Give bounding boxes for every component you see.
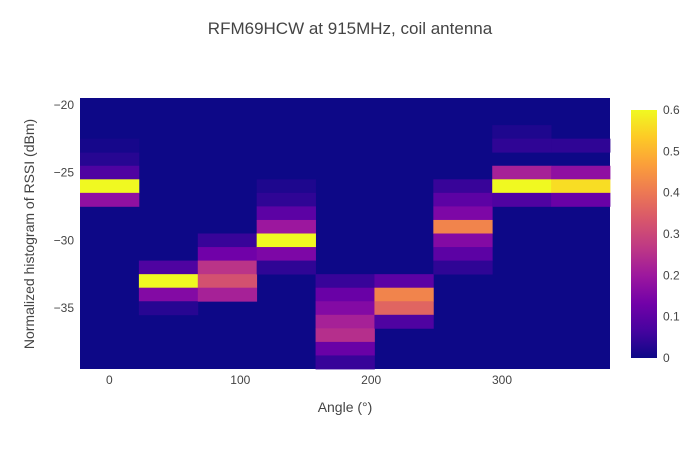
x-tick-label: 200 xyxy=(361,373,381,387)
heatmap-cell xyxy=(197,287,258,302)
heatmap-cell xyxy=(197,274,258,289)
y-axis-label: Normalized histogram of RSSI (dBm) xyxy=(21,119,37,349)
x-tick-label: 100 xyxy=(230,373,250,387)
heatmap-cell xyxy=(197,260,258,275)
heatmap-cell xyxy=(256,206,316,221)
colorbar-tick-label: 0.1 xyxy=(663,310,680,324)
colorbar-tick-label: 0.4 xyxy=(663,186,680,200)
heatmap-cell xyxy=(492,179,552,194)
heatmap-cell xyxy=(256,260,316,275)
heatmap-cell xyxy=(80,165,140,180)
heatmap-cell xyxy=(315,314,375,329)
y-axis-ticks: −20 −25 −30 −35 xyxy=(54,98,75,315)
heatmap-cell xyxy=(433,219,493,234)
heatmap-cell xyxy=(256,247,316,261)
y-tick-label: −30 xyxy=(54,233,75,247)
heatmap-cell xyxy=(80,179,140,194)
heatmap-cell xyxy=(80,152,140,167)
chart-title: RFM69HCW at 915MHz, coil antenna xyxy=(208,19,493,38)
heatmap-cell xyxy=(374,287,434,302)
heatmap-cell xyxy=(315,274,375,289)
heatmap-cell xyxy=(197,233,258,248)
heatmap-cell xyxy=(492,138,552,153)
y-tick-label: −20 xyxy=(54,98,75,112)
heatmap-cell xyxy=(374,274,434,289)
heatmap-cell xyxy=(374,314,434,329)
x-tick-label: 0 xyxy=(106,373,113,387)
colorbar-tick-label: 0.2 xyxy=(663,268,680,282)
heatmap-cell xyxy=(197,247,258,261)
heatmap-cell xyxy=(315,355,375,370)
heatmap-cell xyxy=(315,328,375,343)
y-tick-label: −35 xyxy=(54,301,75,315)
heatmap-cell xyxy=(138,274,199,289)
heatmap-cells xyxy=(80,125,611,370)
colorbar-tick-label: 0.3 xyxy=(663,227,680,241)
colorbar xyxy=(631,110,657,358)
heatmap-cell xyxy=(433,247,493,261)
heatmap-cell xyxy=(551,165,611,180)
heatmap-cell xyxy=(433,233,493,248)
x-tick-label: 300 xyxy=(492,373,512,387)
heatmap-cell xyxy=(551,179,611,194)
heatmap-cell xyxy=(315,341,375,356)
heatmap-cell xyxy=(492,192,552,207)
heatmap-cell xyxy=(80,138,140,153)
heatmap-cell xyxy=(138,301,199,316)
heatmap-cell xyxy=(315,301,375,316)
heatmap-cell xyxy=(80,192,140,207)
heatmap-cell xyxy=(256,179,316,194)
heatmap-cell xyxy=(138,260,199,275)
x-axis-label: Angle (°) xyxy=(318,399,373,415)
heatmap-cell xyxy=(138,287,199,302)
y-tick-label: −25 xyxy=(54,166,75,180)
heatmap-cell xyxy=(433,260,493,275)
heatmap-cell xyxy=(433,192,493,207)
colorbar-ticks: 0 0.1 0.2 0.3 0.4 0.5 0.6 xyxy=(663,103,680,365)
x-axis-ticks: 0 100 200 300 xyxy=(106,373,512,387)
heatmap-cell xyxy=(551,192,611,207)
heatmap-cell xyxy=(315,287,375,302)
colorbar-tick-label: 0.6 xyxy=(663,103,680,117)
heatmap-cell xyxy=(492,125,552,140)
heatmap-cell xyxy=(433,179,493,194)
heatmap-cell xyxy=(492,165,552,180)
heatmap-cell xyxy=(256,192,316,207)
heatmap-cell xyxy=(256,219,316,234)
heatmap-cell xyxy=(256,233,316,248)
colorbar-tick-label: 0 xyxy=(663,351,670,365)
colorbar-tick-label: 0.5 xyxy=(663,144,680,158)
heatmap-cell xyxy=(433,206,493,221)
heatmap-cell xyxy=(551,138,611,153)
heatmap-cell xyxy=(374,301,434,316)
